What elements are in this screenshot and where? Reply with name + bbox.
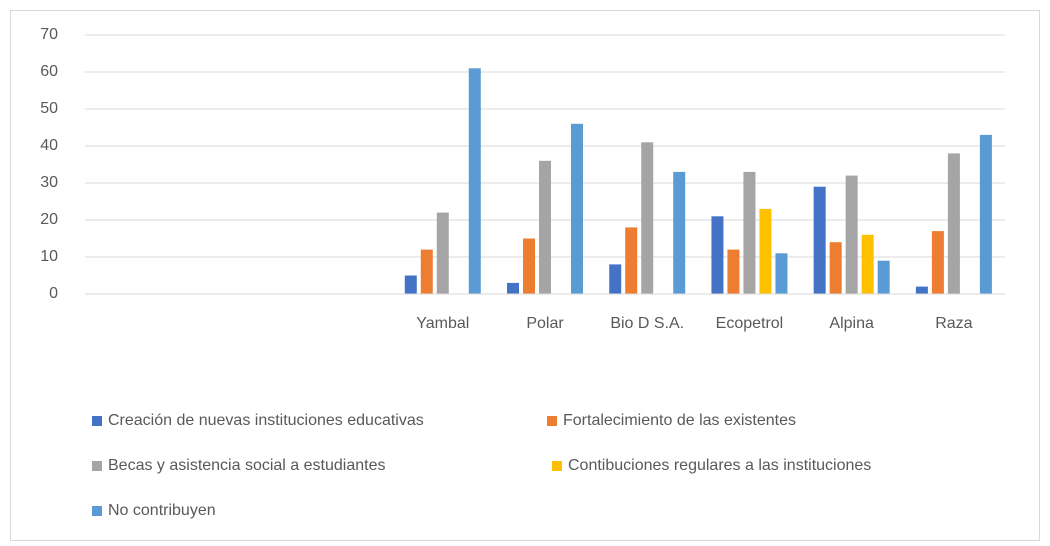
legend-swatch: [92, 416, 102, 426]
bar: [571, 123, 583, 294]
bar: [609, 264, 622, 294]
x-tick-label: Polar: [526, 315, 564, 332]
bar: [436, 212, 449, 294]
x-tick-label: Ecopetrol: [716, 315, 784, 332]
legend-label: No contribuyen: [108, 502, 216, 519]
bar: [673, 171, 686, 294]
bar: [759, 208, 772, 294]
y-tick-label: 30: [40, 174, 58, 191]
legend-swatch: [547, 416, 557, 426]
legend-swatch: [92, 461, 102, 471]
bar: [420, 249, 433, 294]
legend-label: Fortalecimiento de las existentes: [563, 412, 796, 429]
bar: [507, 282, 519, 294]
bar: [915, 286, 928, 294]
bar: [711, 216, 724, 294]
bar: [775, 253, 788, 294]
bar: [877, 260, 890, 294]
legend-label: Creación de nuevas instituciones educati…: [108, 412, 424, 429]
bar: [845, 175, 858, 294]
y-tick-label: 10: [40, 248, 58, 265]
bar: [979, 134, 992, 294]
bar: [641, 142, 654, 294]
bar: [539, 160, 551, 294]
legend-swatch: [92, 506, 102, 516]
bar: [625, 227, 638, 294]
y-tick-label: 60: [40, 63, 58, 80]
bar: [743, 171, 756, 294]
bar: [861, 234, 874, 294]
legend-label: Contibuciones regulares a las institucio…: [568, 457, 871, 474]
legend-label: Becas y asistencia social a estudiantes: [108, 457, 385, 474]
bar: [829, 242, 842, 294]
x-tick-label: Raza: [935, 315, 972, 332]
legend-swatch: [552, 461, 562, 471]
bar: [468, 68, 481, 294]
bar: [727, 249, 740, 294]
y-tick-label: 0: [49, 285, 58, 302]
x-tick-label: Alpina: [829, 315, 874, 332]
x-tick-label: Bio D S.A.: [610, 315, 684, 332]
y-tick-label: 20: [40, 211, 58, 228]
bar: [404, 275, 417, 294]
y-tick-label: 50: [40, 100, 58, 117]
y-tick-label: 70: [40, 26, 58, 43]
bar: [931, 231, 944, 294]
bar: [523, 238, 535, 294]
y-tick-label: 40: [40, 137, 58, 154]
x-tick-label: Yambal: [416, 315, 469, 332]
bar: [813, 186, 826, 294]
bar: [947, 153, 960, 294]
